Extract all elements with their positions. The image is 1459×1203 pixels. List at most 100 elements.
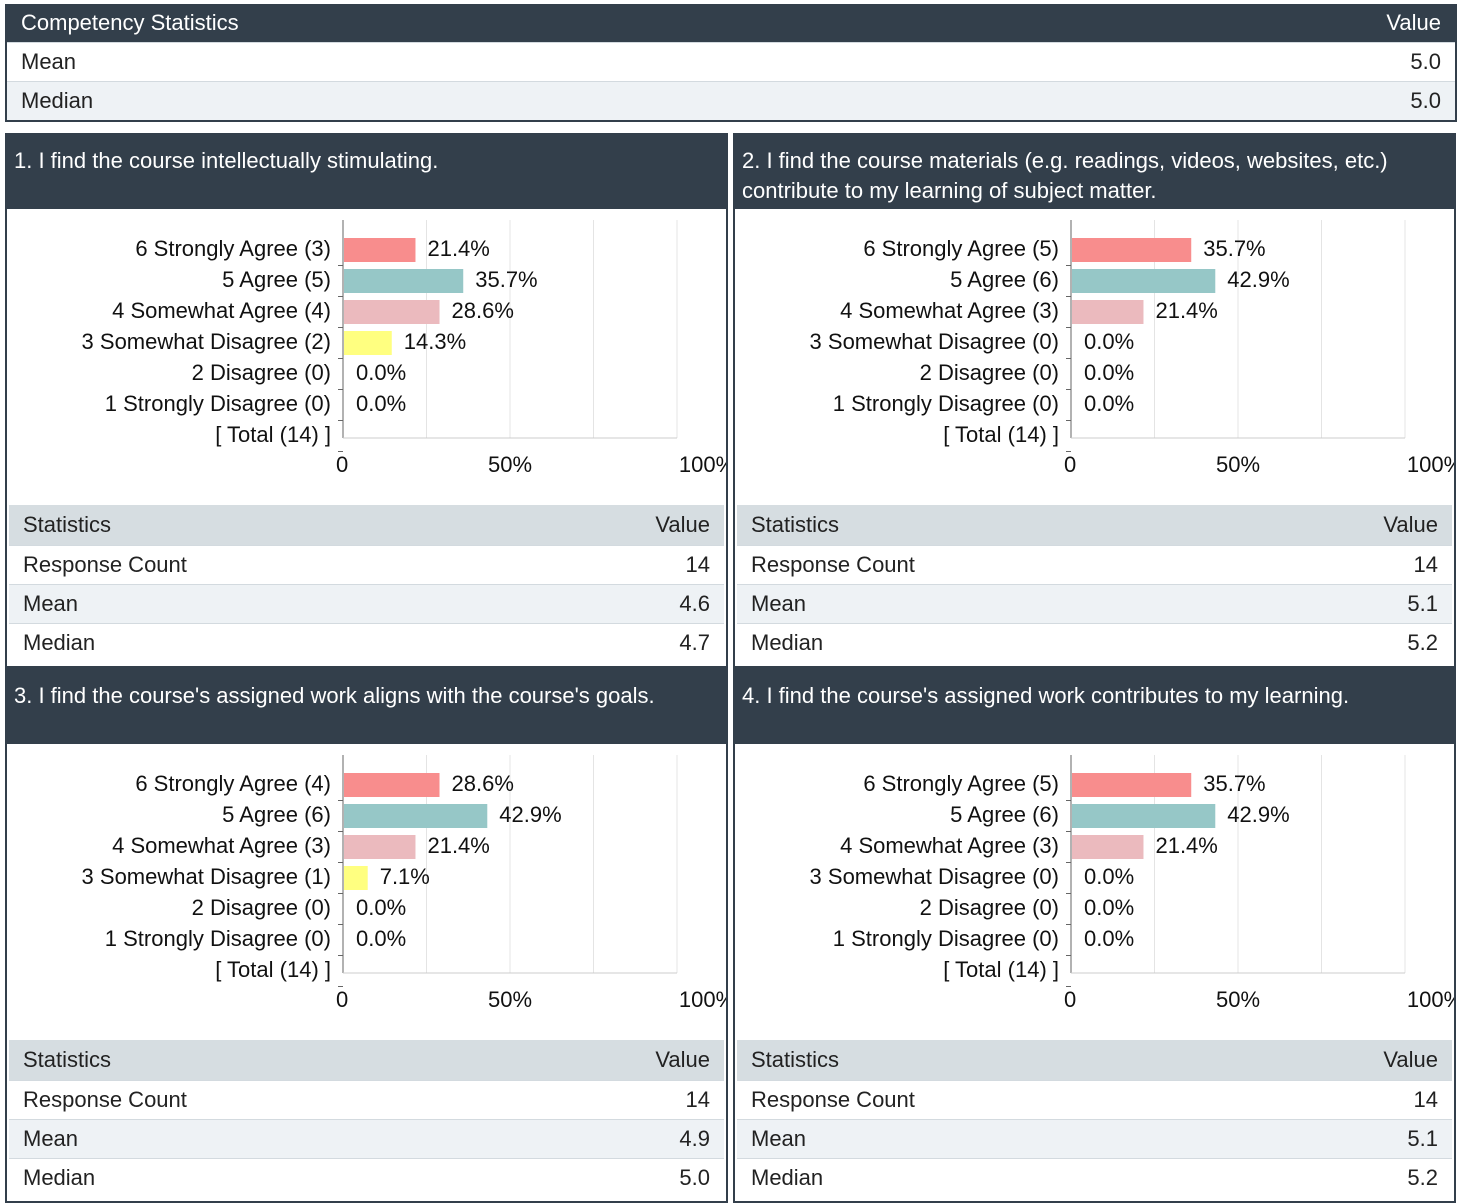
bar — [344, 238, 416, 262]
value-label: 0.0% — [1084, 329, 1134, 354]
value-label: 28.6% — [452, 771, 514, 796]
table-row: Response Count 14 — [737, 545, 1452, 584]
y-tick-label: 1 Strongly Disagree (0) — [105, 391, 331, 416]
value-label: 0.0% — [1084, 360, 1134, 385]
bar — [1072, 300, 1144, 324]
cell: 5.0 — [1410, 49, 1441, 74]
bar — [1072, 804, 1216, 828]
table-row: Median 4.7 — [9, 623, 724, 662]
statistics-table: Statistics Value Response Count 14 Mean 5.1 Me… — [737, 505, 1452, 666]
value-label: 35.7% — [475, 267, 537, 292]
y-tick-label: [ Total (14) ] — [943, 957, 1059, 982]
cell: 4.9 — [679, 1126, 710, 1151]
x-tick-label: 0 — [1064, 987, 1076, 1012]
value-label: 35.7% — [1203, 236, 1265, 261]
x-tick-label: 0 — [336, 452, 348, 477]
table-row: Mean 5.1 — [737, 1119, 1452, 1158]
bar-chart: 0 50% 100% 6 Strongly Agree (3) 21.4% 5 Agree… — [82, 220, 726, 477]
table-header: Statistics Value — [737, 1040, 1452, 1080]
y-tick-label: 5 Agree (5) — [222, 267, 331, 292]
value-label: 14.3% — [404, 329, 466, 354]
y-tick-label: 2 Disagree (0) — [920, 895, 1059, 920]
value-label: 42.9% — [1227, 267, 1289, 292]
cell: 14 — [1413, 1087, 1438, 1112]
header-cell: Statistics — [751, 1047, 840, 1072]
value-label: 21.4% — [1155, 298, 1217, 323]
question-panel: 3. I find the course's assigned work ali… — [5, 668, 728, 1203]
y-tick-label: 1 Strongly Disagree (0) — [833, 391, 1059, 416]
value-label: 0.0% — [356, 895, 406, 920]
table-row: Response Count 14 — [9, 545, 724, 584]
y-tick-label: 3 Somewhat Disagree (1) — [82, 864, 331, 889]
y-tick-label: 1 Strongly Disagree (0) — [105, 926, 331, 951]
cell: 14 — [685, 1087, 710, 1112]
header-cell: Value — [1386, 10, 1441, 35]
question-title: 3. I find the course's assigned work ali… — [7, 670, 726, 744]
value-label: 0.0% — [356, 926, 406, 951]
question-title: 2. I find the course materials (e.g. rea… — [735, 135, 1454, 209]
x-tick-label: 50% — [1216, 987, 1260, 1012]
x-tick-label: 0 — [1064, 452, 1076, 477]
x-tick-label: 50% — [488, 452, 532, 477]
bar — [344, 269, 464, 293]
header-cell: Value — [1383, 1047, 1438, 1072]
value-label: 35.7% — [1203, 771, 1265, 796]
table-row: Mean 5.0 — [7, 42, 1455, 81]
value-label: 0.0% — [1084, 895, 1134, 920]
cell: 5.1 — [1407, 1126, 1438, 1151]
cell: 14 — [1413, 552, 1438, 577]
cell: Median — [21, 88, 94, 113]
cell: 5.2 — [1407, 630, 1438, 655]
question-panel: 2. I find the course materials (e.g. rea… — [733, 133, 1456, 668]
bar — [344, 773, 440, 797]
header-cell: Statistics — [23, 512, 112, 537]
question-title: 1. I find the course intellectually stim… — [7, 135, 726, 209]
header-cell: Competency Statistics — [21, 10, 239, 35]
statistics-table: Statistics Value Response Count 14 Mean 4.9 Me… — [9, 1040, 724, 1201]
bar-chart: 0 50% 100% 6 Strongly Agree (5) 35.7% 5 Agree… — [810, 755, 1454, 1012]
x-tick-label: 50% — [488, 987, 532, 1012]
y-tick-label: 5 Agree (6) — [222, 802, 331, 827]
statistics-table: Statistics Value Response Count 14 Mean 4.6 Me… — [9, 505, 724, 666]
x-tick-label: 100% — [679, 452, 726, 477]
cell: Response Count — [751, 1087, 915, 1112]
value-label: 0.0% — [356, 391, 406, 416]
value-label: 21.4% — [1155, 833, 1217, 858]
header-cell: Statistics — [751, 512, 840, 537]
bar — [1072, 835, 1144, 859]
cell: Median — [751, 630, 824, 655]
cell: Median — [23, 630, 96, 655]
y-tick-label: 6 Strongly Agree (5) — [863, 236, 1059, 261]
y-tick-label: 5 Agree (6) — [950, 802, 1059, 827]
header-cell: Statistics — [23, 1047, 112, 1072]
y-tick-label: 4 Somewhat Agree (4) — [112, 298, 331, 323]
cell: 5.0 — [1410, 88, 1441, 113]
table-row: Response Count 14 — [9, 1080, 724, 1119]
cell: Mean — [751, 591, 807, 616]
cell: 4.6 — [679, 591, 710, 616]
value-label: 0.0% — [1084, 864, 1134, 889]
table-row: Mean 4.6 — [9, 584, 724, 623]
question-panel: 1. I find the course intellectually stim… — [5, 133, 728, 668]
cell: Response Count — [23, 552, 187, 577]
y-tick-label: 3 Somewhat Disagree (0) — [810, 864, 1059, 889]
y-tick-label: 4 Somewhat Agree (3) — [112, 833, 331, 858]
question-panel: 4. I find the course's assigned work con… — [733, 668, 1456, 1203]
bar — [1072, 269, 1216, 293]
value-label: 7.1% — [380, 864, 430, 889]
value-label: 0.0% — [356, 360, 406, 385]
y-tick-label: [ Total (14) ] — [215, 422, 331, 447]
y-tick-label: 2 Disagree (0) — [192, 360, 331, 385]
table-row: Median 5.2 — [737, 1158, 1452, 1197]
table-header: Statistics Value — [9, 505, 724, 545]
header-cell: Value — [655, 512, 710, 537]
value-label: 21.4% — [427, 833, 489, 858]
value-label: 28.6% — [452, 298, 514, 323]
y-tick-label: 3 Somewhat Disagree (2) — [82, 329, 331, 354]
cell: 5.2 — [1407, 1165, 1438, 1190]
value-label: 42.9% — [1227, 802, 1289, 827]
bar-chart: 0 50% 100% 6 Strongly Agree (5) 35.7% 5 Agree… — [810, 220, 1454, 477]
cell: Response Count — [751, 552, 915, 577]
question-title: 4. I find the course's assigned work con… — [735, 670, 1454, 744]
x-tick-label: 0 — [336, 987, 348, 1012]
